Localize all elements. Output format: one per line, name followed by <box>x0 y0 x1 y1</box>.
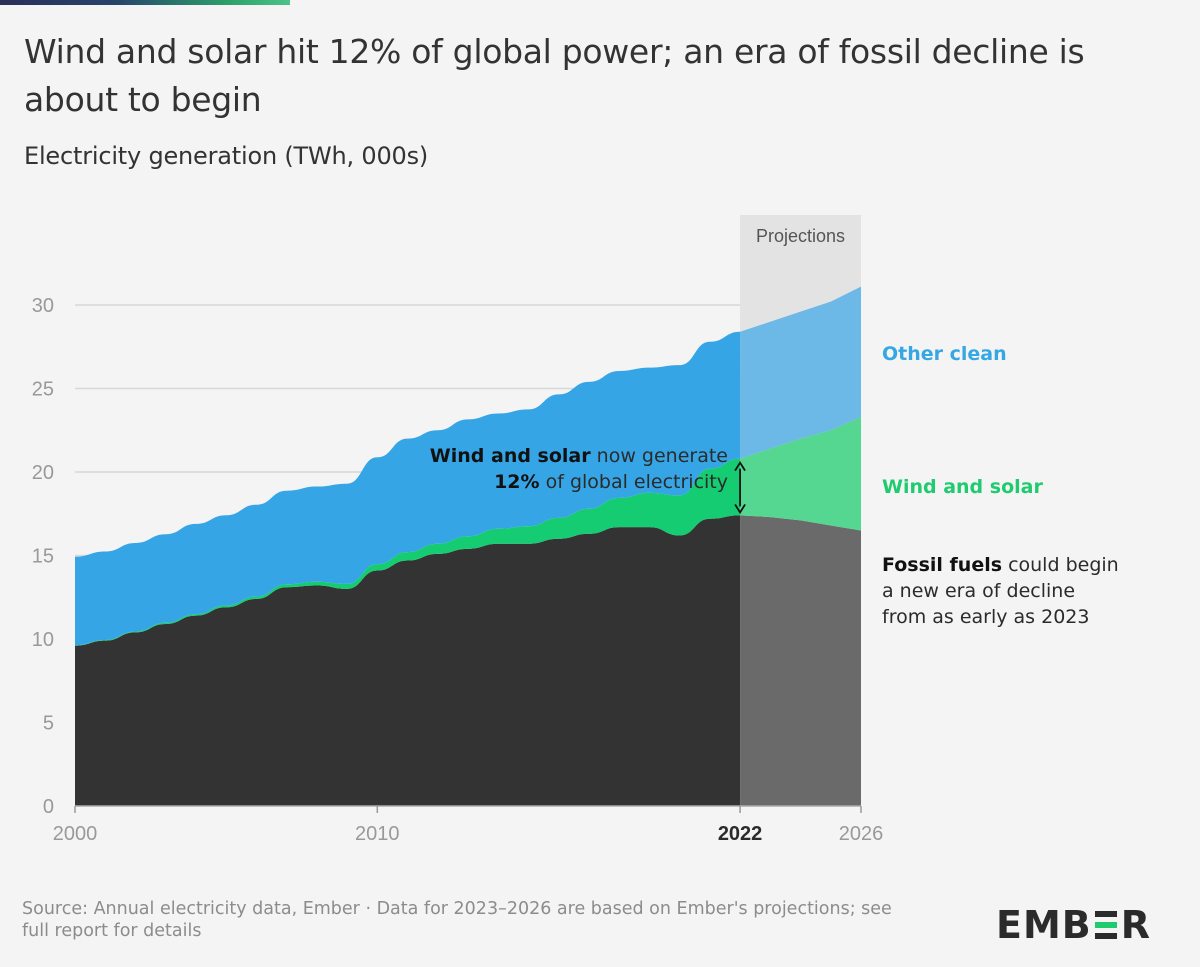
chart-subtitle: Electricity generation (TWh, 000s) <box>24 142 429 170</box>
x-tick-label-2026: 2026 <box>839 823 884 845</box>
source-note: Source: Annual electricity data, Ember ·… <box>22 899 892 941</box>
area-wind-solar <box>75 458 741 646</box>
annotation-line-1: Wind and solar now generate <box>430 445 728 467</box>
x-axis-ticks: 2000 2010 2022 2026 <box>53 823 884 845</box>
annotation-line-2: 12% of global electricity <box>494 471 728 493</box>
y-tick-label-0: 0 <box>43 796 54 818</box>
chart-title: Wind and solar hit 12% of global power; … <box>24 32 1085 119</box>
x-tick-label-2000: 2000 <box>53 823 98 845</box>
label-wind-solar: Wind and solar <box>882 476 1043 498</box>
y-tick-label-25: 25 <box>32 379 54 401</box>
annotation-arrow-head-bottom <box>734 503 746 515</box>
area-other-clean <box>75 331 741 646</box>
area-fossil-projection <box>740 515 861 806</box>
y-axis-ticks: 0 5 10 15 20 25 30 <box>32 295 54 818</box>
y-tick-label-30: 30 <box>32 295 54 317</box>
top-accent-bar <box>0 0 290 5</box>
stacked-areas <box>75 286 861 806</box>
area-wind-solar-projection <box>740 416 861 531</box>
area-other-clean-projection <box>740 286 861 459</box>
annotation-arrow-head-top <box>734 460 746 472</box>
annotation-arrow <box>734 460 746 515</box>
y-tick-label-20: 20 <box>32 462 54 484</box>
area-fossil <box>75 515 741 806</box>
ember-e-mark-icon <box>1094 911 1117 939</box>
label-fossil-line-2: a new era of decline <box>882 580 1075 602</box>
projection-label: Projections <box>756 226 845 246</box>
y-tick-label-15: 15 <box>32 546 54 568</box>
label-other-clean: Other clean <box>882 343 1007 365</box>
x-tick-label-2022: 2022 <box>718 823 763 845</box>
ember-logo: EMB R <box>996 903 1152 947</box>
x-axis <box>74 805 862 813</box>
y-tick-label-5: 5 <box>43 713 54 735</box>
x-tick-label-2010: 2010 <box>355 823 400 845</box>
label-fossil-line-3: from as early as 2023 <box>882 606 1089 628</box>
label-fossil-line-1: Fossil fuels could begin <box>882 554 1119 576</box>
y-tick-label-10: 10 <box>32 629 54 651</box>
